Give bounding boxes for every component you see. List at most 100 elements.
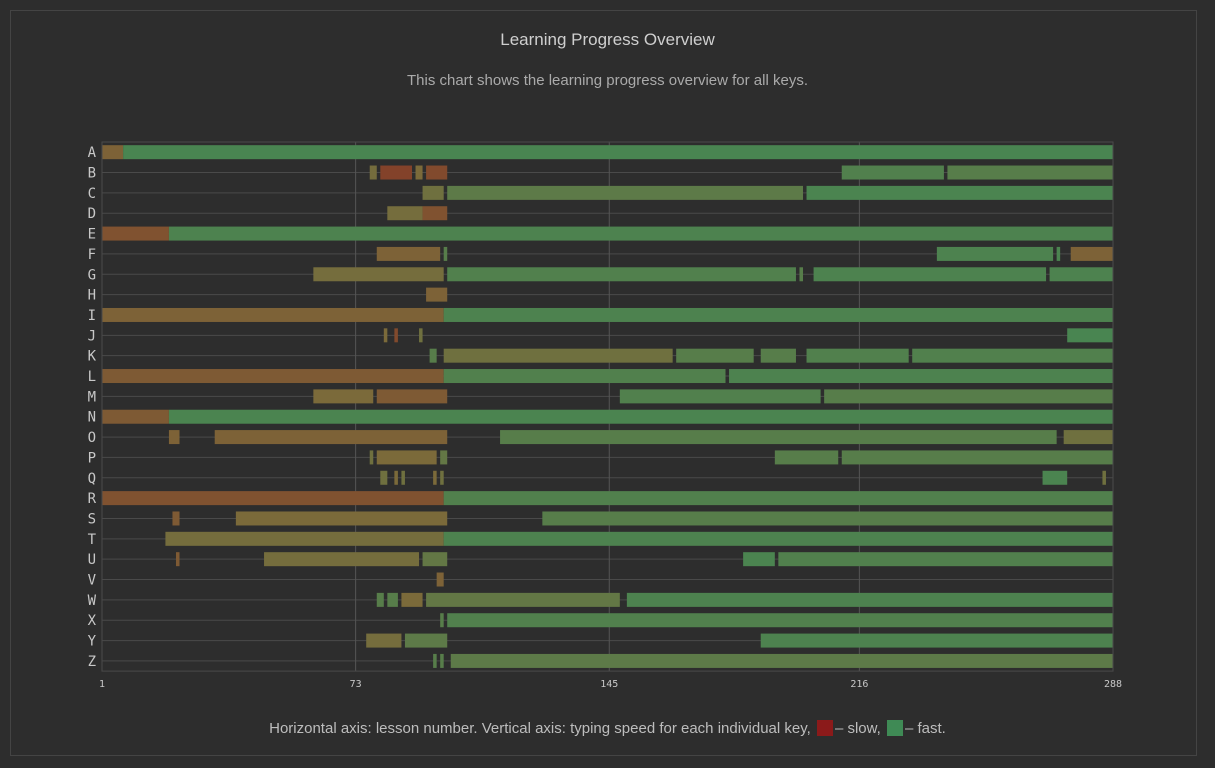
speed-segment xyxy=(443,491,1113,506)
key-label: U xyxy=(88,552,96,568)
speed-segment xyxy=(450,653,1113,668)
speed-segment xyxy=(841,450,1113,465)
key-label: R xyxy=(88,491,97,507)
speed-segment xyxy=(1049,267,1113,282)
speed-segment xyxy=(380,470,388,485)
grid-lines xyxy=(101,142,1114,672)
speed-segment xyxy=(387,206,423,221)
speed-segment xyxy=(1056,246,1061,261)
speed-segment xyxy=(447,185,804,200)
key-label: G xyxy=(88,267,96,283)
speed-segment xyxy=(1063,430,1113,445)
speed-segment xyxy=(936,246,1054,261)
speed-segment xyxy=(422,206,448,221)
speed-segment xyxy=(313,389,374,404)
speed-segment xyxy=(1070,246,1113,261)
speed-segment xyxy=(500,430,1057,445)
speed-segment xyxy=(165,531,444,546)
fast-swatch xyxy=(887,720,903,736)
key-label: O xyxy=(88,430,96,446)
speed-segment xyxy=(743,552,775,567)
chart-frame xyxy=(10,10,1197,756)
speed-segment xyxy=(380,165,412,180)
speed-segment xyxy=(123,145,1114,160)
speed-segment xyxy=(799,267,804,282)
speed-segment xyxy=(172,511,180,526)
slow-swatch xyxy=(816,720,833,736)
speed-segment xyxy=(415,165,423,180)
speed-segment xyxy=(102,369,444,384)
speed-segment xyxy=(806,185,1113,200)
speed-segment xyxy=(841,165,944,180)
speed-segment xyxy=(760,633,1113,648)
speed-segment xyxy=(912,348,1113,363)
speed-segment xyxy=(447,613,1114,628)
speed-segment xyxy=(542,511,1113,526)
speed-segment xyxy=(376,450,437,465)
x-tick-label: 145 xyxy=(600,679,618,690)
speed-segment xyxy=(729,369,1113,384)
x-tick-label: 288 xyxy=(1104,679,1122,690)
key-label: M xyxy=(88,389,96,405)
x-tick-label: 216 xyxy=(850,679,868,690)
speed-segment xyxy=(168,226,1114,241)
chart-title: Learning Progress Overview xyxy=(500,30,715,49)
speed-segment xyxy=(376,246,441,261)
speed-segment xyxy=(394,328,398,343)
key-label: E xyxy=(88,227,96,243)
fast-label: – fast. xyxy=(905,720,946,737)
speed-segment xyxy=(102,145,124,160)
speed-segment xyxy=(366,633,402,648)
key-label: P xyxy=(88,450,96,466)
speed-segment xyxy=(443,369,726,384)
key-label: N xyxy=(88,410,96,426)
x-tick-label: 73 xyxy=(350,679,362,690)
speed-segment xyxy=(313,267,444,282)
speed-segment xyxy=(433,653,437,668)
speed-segment xyxy=(426,287,448,302)
key-label: J xyxy=(88,328,96,344)
slow-label: – slow, xyxy=(834,720,881,737)
key-label: S xyxy=(88,511,96,527)
speed-segment xyxy=(422,552,448,567)
speed-segment xyxy=(401,592,423,607)
speed-segment xyxy=(1042,470,1068,485)
speed-segment xyxy=(760,348,796,363)
speed-segment xyxy=(264,552,420,567)
speed-segment xyxy=(426,592,620,607)
speed-segment xyxy=(443,348,673,363)
key-label: Z xyxy=(88,654,96,670)
speed-segment xyxy=(426,165,448,180)
speed-segment xyxy=(422,185,444,200)
speed-segment xyxy=(813,267,1047,282)
speed-segment xyxy=(369,450,374,465)
speed-segment xyxy=(214,430,448,445)
speed-segment xyxy=(443,307,1113,322)
key-label: A xyxy=(88,145,97,161)
key-label: D xyxy=(88,206,96,222)
speed-segment xyxy=(443,246,448,261)
speed-segment xyxy=(433,470,437,485)
speed-segment xyxy=(436,572,444,587)
caption-text: Horizontal axis: lesson number. Vertical… xyxy=(269,720,811,737)
key-label: T xyxy=(88,532,97,548)
lesson-tick-labels: 1 73 145 216 288 xyxy=(99,679,1122,690)
speed-segment xyxy=(102,491,444,506)
speed-segment xyxy=(383,328,388,343)
speed-segment xyxy=(102,307,444,322)
speed-segment xyxy=(447,267,796,282)
key-label: C xyxy=(88,186,96,202)
plot-border xyxy=(101,141,1114,672)
speed-segment xyxy=(102,226,169,241)
speed-segment xyxy=(419,328,423,343)
speed-bars xyxy=(102,145,1114,668)
key-label: L xyxy=(88,369,96,385)
key-label: B xyxy=(88,166,96,182)
speed-segment xyxy=(168,430,180,445)
speed-segment xyxy=(376,592,384,607)
speed-segment xyxy=(235,511,448,526)
speed-segment xyxy=(806,348,909,363)
chart-subtitle: This chart shows the learning progress o… xyxy=(406,72,808,89)
speed-segment xyxy=(824,389,1113,404)
